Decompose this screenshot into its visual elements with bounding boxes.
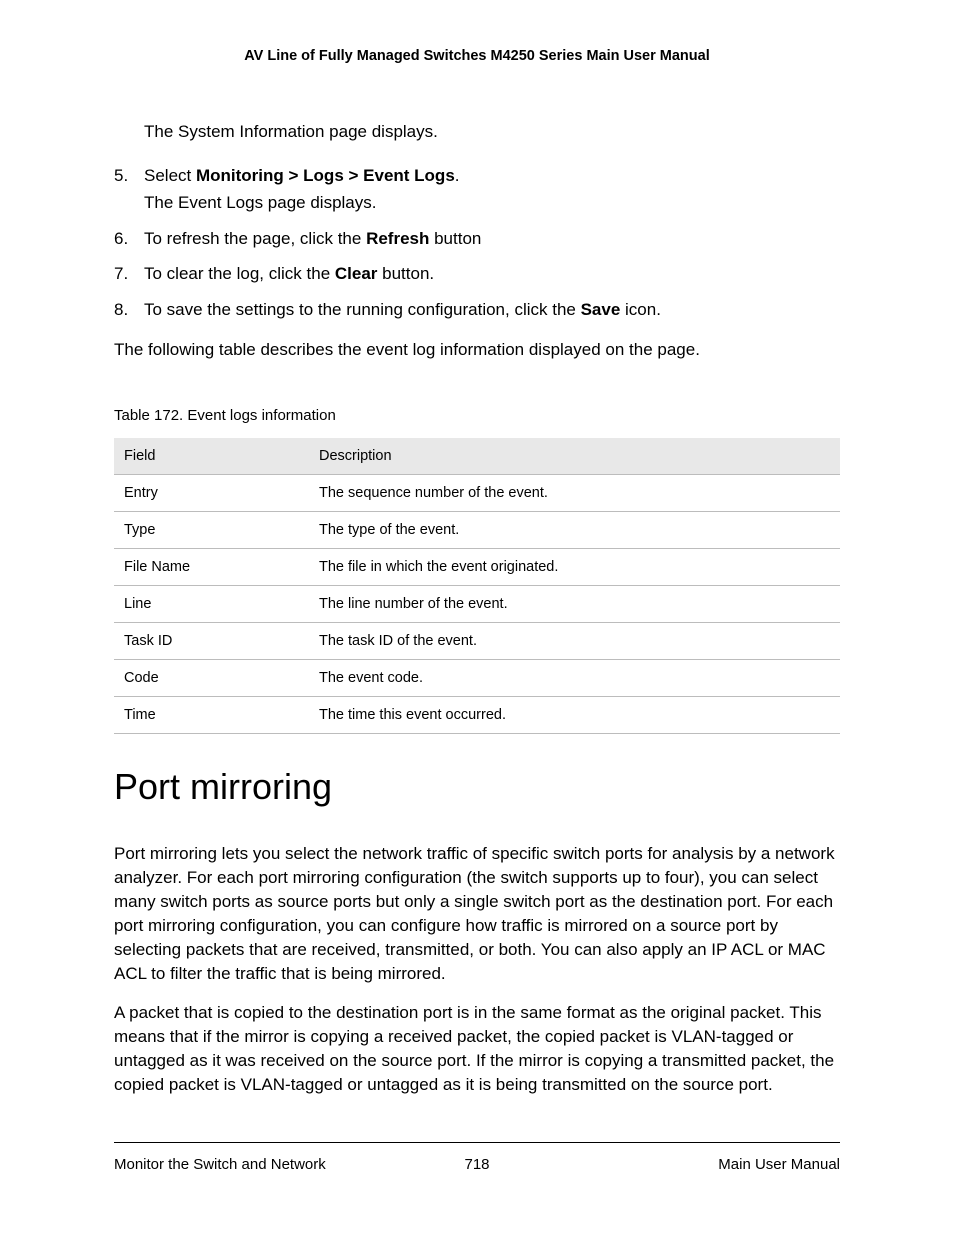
- step-number: 8.: [114, 297, 128, 323]
- step-number: 7.: [114, 261, 128, 287]
- table-row: Line The line number of the event.: [114, 585, 840, 622]
- table-row: Type The type of the event.: [114, 511, 840, 548]
- step-list: 5. Select Monitoring > Logs > Event Logs…: [114, 163, 840, 323]
- step-item: 8. To save the settings to the running c…: [114, 297, 840, 323]
- table-cell-field: Time: [114, 696, 309, 733]
- step-text-post: .: [455, 166, 460, 185]
- intro-text: The System Information page displays.: [144, 120, 840, 145]
- table-row: Entry The sequence number of the event.: [114, 474, 840, 511]
- footer-page-number: 718: [114, 1156, 840, 1173]
- table-cell-desc: The task ID of the event.: [309, 622, 840, 659]
- page-footer: Monitor the Switch and Network 718 Main …: [114, 1156, 840, 1173]
- step-item: 6. To refresh the page, click the Refres…: [114, 226, 840, 252]
- step-text-post: icon.: [620, 300, 661, 319]
- event-logs-table: Field Description Entry The sequence num…: [114, 438, 840, 734]
- table-cell-desc: The file in which the event originated.: [309, 548, 840, 585]
- table-row: Code The event code.: [114, 659, 840, 696]
- step-subtext: The Event Logs page displays.: [144, 190, 840, 216]
- step-number: 5.: [114, 163, 128, 189]
- step-item: 5. Select Monitoring > Logs > Event Logs…: [114, 163, 840, 216]
- table-row: File Name The file in which the event or…: [114, 548, 840, 585]
- step-text-pre: Select: [144, 166, 196, 185]
- section-paragraph: A packet that is copied to the destinati…: [114, 1001, 840, 1098]
- step-text-bold: Clear: [335, 264, 378, 283]
- table-header-field: Field: [114, 438, 309, 475]
- table-cell-desc: The time this event occurred.: [309, 696, 840, 733]
- step-text-bold: Refresh: [366, 229, 429, 248]
- table-row: Time The time this event occurred.: [114, 696, 840, 733]
- table-header-row: Field Description: [114, 438, 840, 475]
- table-cell-field: Line: [114, 585, 309, 622]
- table-cell-desc: The type of the event.: [309, 511, 840, 548]
- table-cell-field: File Name: [114, 548, 309, 585]
- step-number: 6.: [114, 226, 128, 252]
- table-row: Task ID The task ID of the event.: [114, 622, 840, 659]
- document-header: AV Line of Fully Managed Switches M4250 …: [114, 48, 840, 64]
- step-text-bold: Save: [581, 300, 621, 319]
- section-paragraph: Port mirroring lets you select the netwo…: [114, 842, 840, 987]
- step-text-post: button.: [377, 264, 434, 283]
- step-item: 7. To clear the log, click the Clear but…: [114, 261, 840, 287]
- following-paragraph: The following table describes the event …: [114, 338, 840, 363]
- step-text-pre: To clear the log, click the: [144, 264, 335, 283]
- step-text-bold: Monitoring > Logs > Event Logs: [196, 166, 455, 185]
- step-text-post: button: [429, 229, 481, 248]
- section-heading: Port mirroring: [114, 766, 840, 808]
- step-text-pre: To save the settings to the running conf…: [144, 300, 581, 319]
- footer-rule: [114, 1142, 840, 1143]
- step-text-pre: To refresh the page, click the: [144, 229, 366, 248]
- table-cell-desc: The event code.: [309, 659, 840, 696]
- table-cell-desc: The line number of the event.: [309, 585, 840, 622]
- table-cell-field: Type: [114, 511, 309, 548]
- table-header-description: Description: [309, 438, 840, 475]
- table-cell-desc: The sequence number of the event.: [309, 474, 840, 511]
- table-caption: Table 172. Event logs information: [114, 407, 840, 424]
- table-cell-field: Code: [114, 659, 309, 696]
- table-cell-field: Entry: [114, 474, 309, 511]
- table-cell-field: Task ID: [114, 622, 309, 659]
